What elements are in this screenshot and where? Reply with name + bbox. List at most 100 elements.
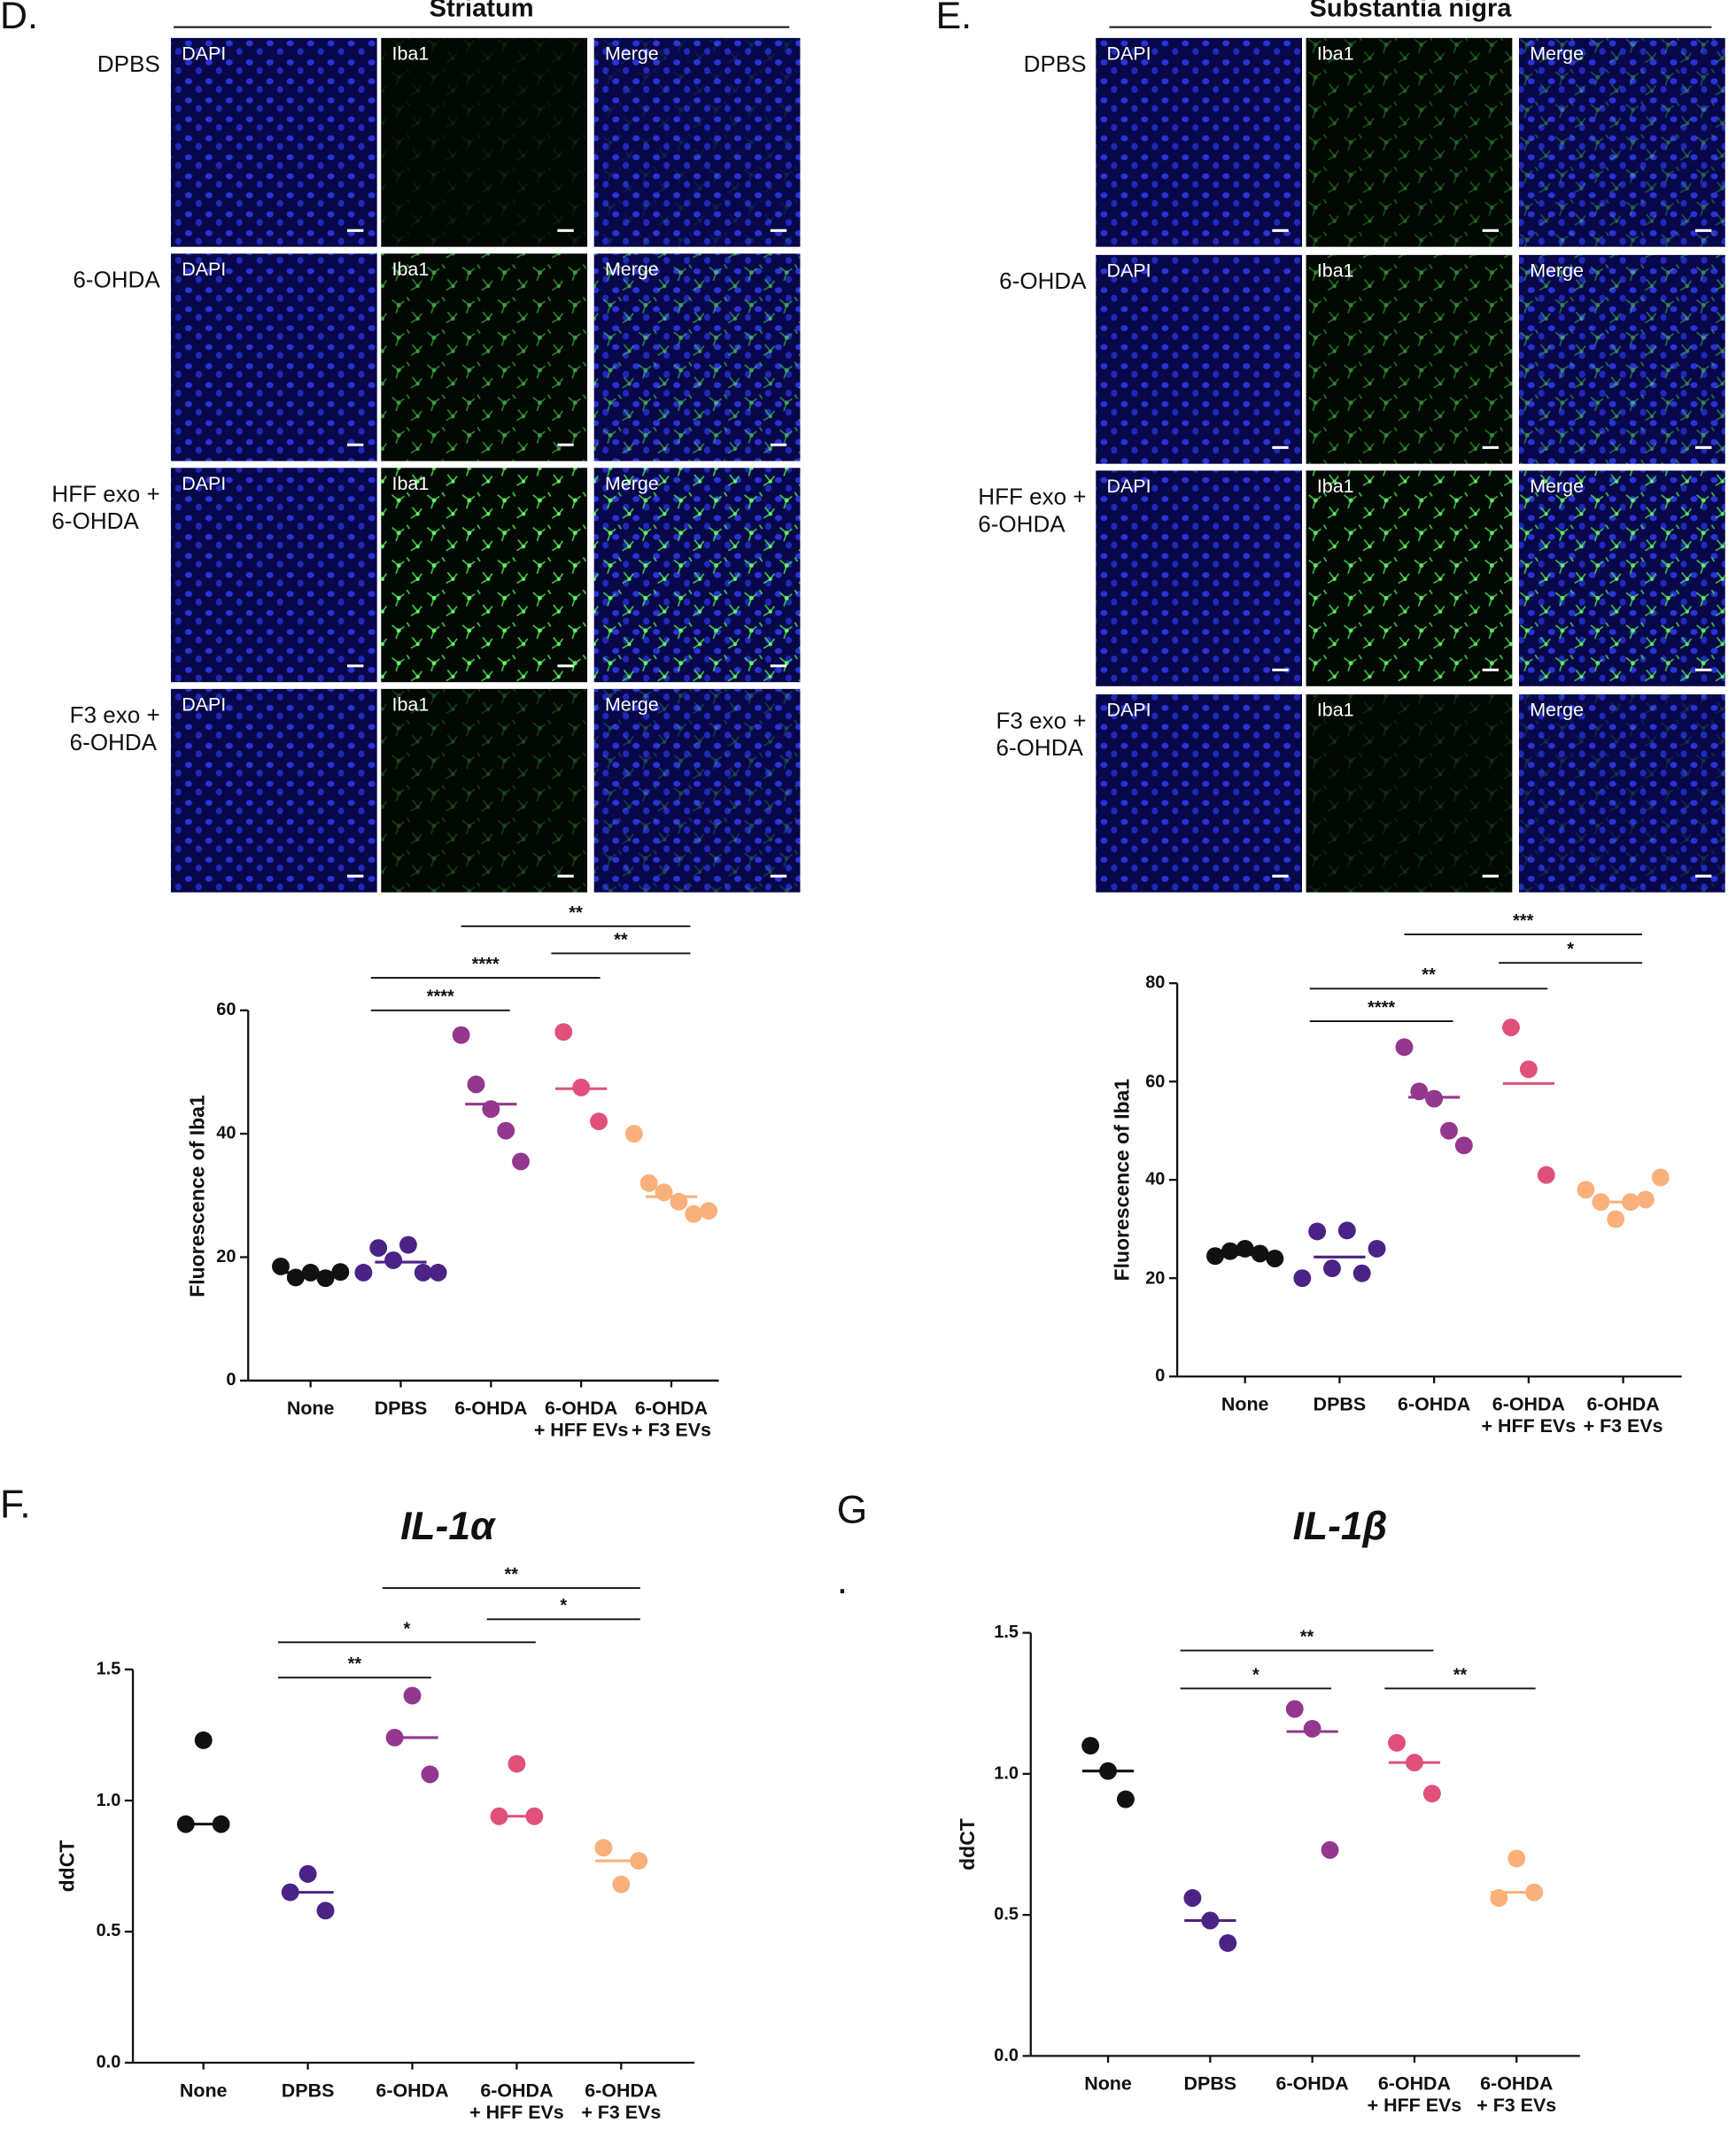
x-tick-label: 6-OHDA + F3 EVs xyxy=(631,1397,711,1441)
x-tick-label: None xyxy=(286,1397,335,1419)
data-point xyxy=(685,1204,703,1223)
channel-label: Merge xyxy=(604,693,659,715)
panel-title: Striatum xyxy=(429,0,534,24)
y-axis-label: Fluorescence of Iba1 xyxy=(1111,1078,1135,1282)
tile-green xyxy=(1306,470,1513,686)
x-tick-label: DPBS xyxy=(281,2079,335,2101)
data-point xyxy=(639,1173,658,1192)
y-tick-label: 40 xyxy=(1145,1168,1166,1189)
tile xyxy=(170,468,377,683)
data-point xyxy=(1519,1060,1538,1079)
data-point xyxy=(1352,1264,1371,1282)
tile-green xyxy=(593,37,801,247)
significance-label: * xyxy=(403,1617,411,1638)
row-label: F3 exo + 6-OHDA xyxy=(996,708,1087,761)
y-tick-label: 0.0 xyxy=(96,2051,121,2072)
x-tick-label: 6-OHDA xyxy=(1398,1392,1471,1415)
y-tick-label: 0.0 xyxy=(994,2044,1019,2065)
tile-green xyxy=(593,253,801,461)
x-tick-label: DPBS xyxy=(374,1397,428,1419)
channel-label: DAPI xyxy=(1106,259,1151,281)
data-point xyxy=(354,1263,373,1282)
data-point xyxy=(403,1686,422,1705)
y-axis-label: ddCT xyxy=(957,1818,980,1871)
data-point xyxy=(1636,1190,1655,1209)
y-tick-label: 80 xyxy=(1145,972,1166,993)
significance-label: ** xyxy=(1453,1663,1468,1685)
tile xyxy=(1096,470,1302,686)
data-point xyxy=(316,1902,335,1920)
tile-green xyxy=(1519,470,1725,686)
tile-green xyxy=(1519,254,1725,464)
data-point xyxy=(1116,1790,1135,1809)
panel-label: . xyxy=(836,1559,849,1603)
channel-label: Merge xyxy=(1530,698,1585,721)
tile-green xyxy=(381,468,588,683)
tile-green xyxy=(1306,37,1513,247)
channel-label: DAPI xyxy=(1106,698,1151,721)
data-point xyxy=(1607,1210,1625,1228)
significance-label: ** xyxy=(1422,964,1436,985)
data-point xyxy=(1425,1089,1444,1108)
data-point xyxy=(452,1026,470,1044)
data-point xyxy=(1440,1121,1458,1140)
y-tick-label: 1.5 xyxy=(96,1658,121,1678)
significance-label: * xyxy=(1252,1663,1259,1685)
data-point xyxy=(1537,1166,1555,1184)
channel-label: Merge xyxy=(1530,259,1585,281)
channel-label: DAPI xyxy=(1106,474,1151,497)
x-tick-label: 6-OHDA xyxy=(454,1397,528,1419)
x-tick-label: 6-OHDA xyxy=(1275,2072,1349,2095)
data-point xyxy=(1308,1222,1327,1241)
data-point xyxy=(1321,1840,1339,1859)
row-label: HFF exo + 6-OHDA xyxy=(978,484,1087,537)
data-point xyxy=(272,1257,290,1275)
x-tick-label: 6-OHDA xyxy=(376,2079,449,2101)
x-tick-label: 6-OHDA + HFF EVs xyxy=(469,2079,564,2123)
data-point xyxy=(1183,1889,1202,1907)
x-tick-label: 6-OHDA + HFF EVs xyxy=(1481,1392,1577,1437)
x-tick-label: DPBS xyxy=(1183,2072,1237,2095)
y-tick-label: 0 xyxy=(1155,1365,1166,1386)
data-point xyxy=(1219,1934,1237,1952)
data-point xyxy=(1293,1269,1312,1288)
data-point xyxy=(1507,1849,1526,1868)
row-label: HFF exo + 6-OHDA xyxy=(51,481,160,534)
x-tick-label: None xyxy=(1084,2072,1132,2095)
y-tick-label: 60 xyxy=(216,998,236,1019)
data-point xyxy=(1395,1038,1414,1057)
x-tick-label: 6-OHDA + HFF EVs xyxy=(1367,2072,1462,2116)
significance-label: * xyxy=(560,1594,568,1615)
row-label: DPBS xyxy=(1023,51,1087,78)
data-point xyxy=(1337,1221,1356,1240)
panel-title: Substantia nigra xyxy=(1309,0,1512,24)
x-tick-label: 6-OHDA + F3 EVs xyxy=(581,2079,662,2123)
data-point xyxy=(1388,1733,1406,1752)
data-point xyxy=(467,1075,485,1094)
data-point xyxy=(1410,1082,1429,1101)
y-tick-label: 0.5 xyxy=(994,1903,1019,1925)
channel-label: Iba1 xyxy=(1316,474,1354,497)
data-point xyxy=(1081,1737,1100,1754)
chart-title: IL-1α xyxy=(400,1505,495,1549)
tile-green xyxy=(381,688,588,893)
y-tick-label: 60 xyxy=(1145,1070,1166,1091)
data-point xyxy=(1368,1239,1386,1258)
x-tick-label: 6-OHDA + F3 EVs xyxy=(1476,2072,1557,2116)
significance-label: ** xyxy=(614,929,628,949)
x-tick-label: None xyxy=(179,2079,228,2101)
row-label: 6-OHDA xyxy=(73,267,160,293)
y-tick-label: 1.0 xyxy=(96,1789,121,1809)
data-point xyxy=(1422,1785,1441,1803)
chart-title: IL-1β xyxy=(1292,1505,1388,1549)
row-label: 6-OHDA xyxy=(999,268,1087,295)
significance-label: * xyxy=(1567,938,1574,959)
data-point xyxy=(194,1731,213,1749)
channel-label: Merge xyxy=(604,257,659,280)
data-point xyxy=(1651,1168,1670,1187)
x-tick-label: DPBS xyxy=(1313,1392,1367,1415)
tile-green xyxy=(1519,37,1725,247)
